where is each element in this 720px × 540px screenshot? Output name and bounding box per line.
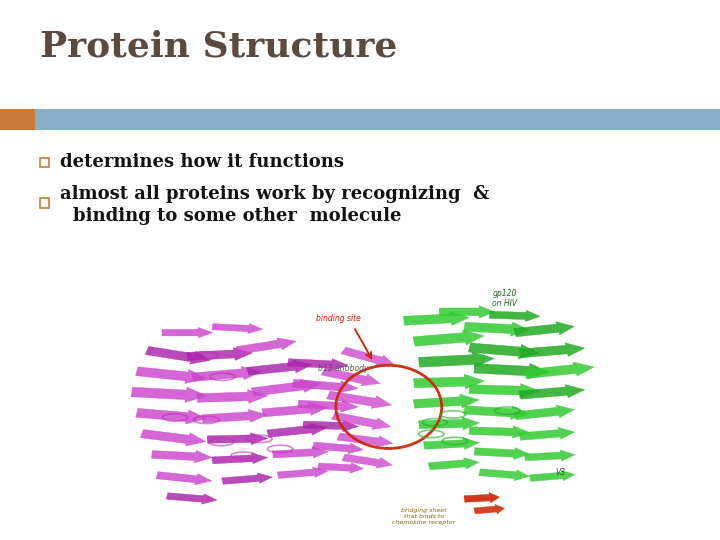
Text: bridging sheet
that binds to
chemokine receptor: bridging sheet that binds to chemokine r… [392,508,456,525]
FancyArrow shape [418,352,495,367]
FancyArrow shape [321,368,380,386]
FancyArrow shape [297,400,359,412]
FancyArrow shape [419,417,480,430]
FancyArrow shape [403,311,469,326]
Text: almost all proteins work by recognizing  &: almost all proteins work by recognizing … [60,185,489,204]
FancyArrow shape [331,412,391,429]
Text: Protein Structure: Protein Structure [40,30,397,64]
FancyArrow shape [423,437,480,449]
FancyArrow shape [341,347,394,366]
FancyArrow shape [151,450,212,463]
FancyBboxPatch shape [0,109,35,130]
FancyArrow shape [202,409,268,423]
FancyArrow shape [145,347,210,364]
FancyArrow shape [222,473,272,484]
Text: b12 antibody: b12 antibody [318,364,369,373]
FancyArrow shape [490,310,540,322]
FancyArrow shape [468,343,539,359]
FancyArrow shape [186,348,253,360]
FancyArrow shape [212,453,268,464]
FancyArrow shape [207,433,268,444]
FancyArrow shape [318,463,364,473]
FancyArrow shape [337,433,392,447]
FancyArrow shape [292,379,358,393]
FancyArrow shape [464,322,530,336]
FancyArrow shape [523,362,595,379]
FancyArrow shape [469,383,540,398]
FancyArrow shape [464,406,530,420]
FancyArrow shape [251,379,322,396]
Text: V3: V3 [555,468,565,477]
FancyArrow shape [474,504,505,514]
FancyArrow shape [519,343,585,357]
FancyArrow shape [474,448,530,460]
Text: determines how it functions: determines how it functions [60,153,343,171]
FancyArrow shape [131,387,207,402]
FancyArrow shape [327,391,392,408]
FancyArrow shape [312,442,363,454]
FancyArrow shape [464,492,500,503]
FancyArrow shape [519,384,585,399]
FancyArrow shape [342,454,392,468]
FancyArrow shape [413,374,485,389]
FancyArrow shape [513,405,575,420]
Text: binding to some other  molecule: binding to some other molecule [73,207,401,225]
FancyArrow shape [272,447,328,458]
FancyArrow shape [524,450,575,461]
FancyArrow shape [197,389,268,403]
FancyBboxPatch shape [35,109,720,130]
FancyArrow shape [439,306,495,318]
FancyArrow shape [262,403,328,417]
FancyArrow shape [287,359,348,370]
FancyArrow shape [236,338,296,354]
FancyArrow shape [413,394,480,408]
FancyArrow shape [166,493,217,504]
FancyArrow shape [474,363,550,379]
FancyArrow shape [529,470,575,481]
FancyArrow shape [212,323,263,334]
FancyArrow shape [135,367,207,383]
FancyArrow shape [192,367,262,381]
FancyArrow shape [277,467,328,478]
FancyArrow shape [140,429,206,446]
FancyArrow shape [156,472,212,485]
FancyArrow shape [479,469,529,481]
FancyArrow shape [513,322,575,337]
Text: gp120
on HIV: gp120 on HIV [492,288,517,308]
FancyArrow shape [303,420,359,431]
FancyArrow shape [246,360,312,375]
FancyArrow shape [162,327,212,338]
FancyArrow shape [469,426,530,438]
FancyArrow shape [413,330,484,346]
Text: binding site: binding site [316,314,361,323]
FancyArrow shape [519,428,575,440]
FancyArrow shape [428,458,479,470]
FancyArrow shape [266,423,328,437]
FancyArrow shape [136,408,207,424]
